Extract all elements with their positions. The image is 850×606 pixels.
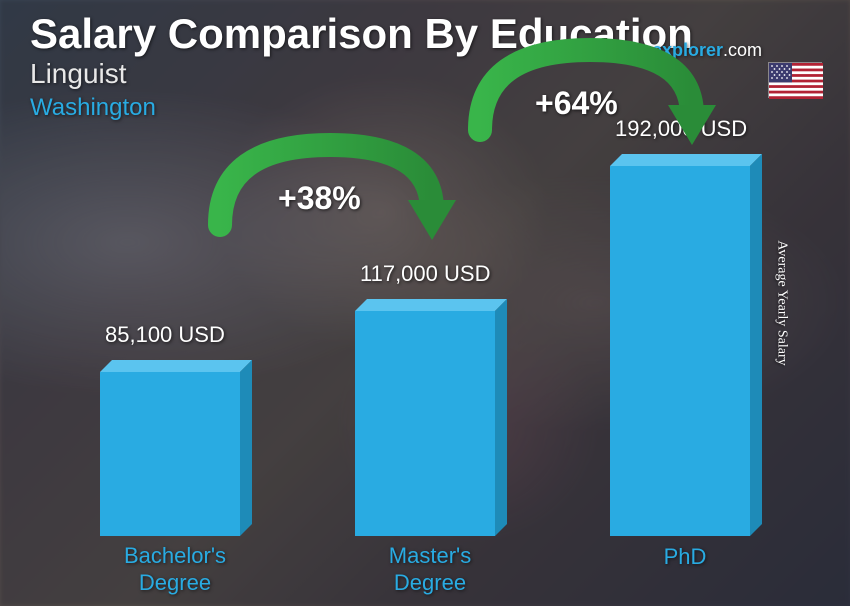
bar	[355, 311, 507, 536]
bar	[100, 372, 252, 536]
x-axis-label: Bachelor'sDegree	[90, 543, 260, 596]
x-axis-label: Master'sDegree	[345, 543, 515, 596]
percent-increase-label: +64%	[535, 85, 618, 122]
x-axis-label: PhD	[600, 544, 770, 570]
bar-value-label: 85,100 USD	[105, 322, 225, 348]
bar	[610, 166, 762, 536]
flag-icon	[768, 62, 822, 98]
job-title: Linguist	[30, 58, 127, 90]
percent-increase-label: +38%	[278, 180, 361, 217]
location-label: Washington	[30, 94, 156, 122]
brand-suffix: .com	[723, 40, 762, 60]
